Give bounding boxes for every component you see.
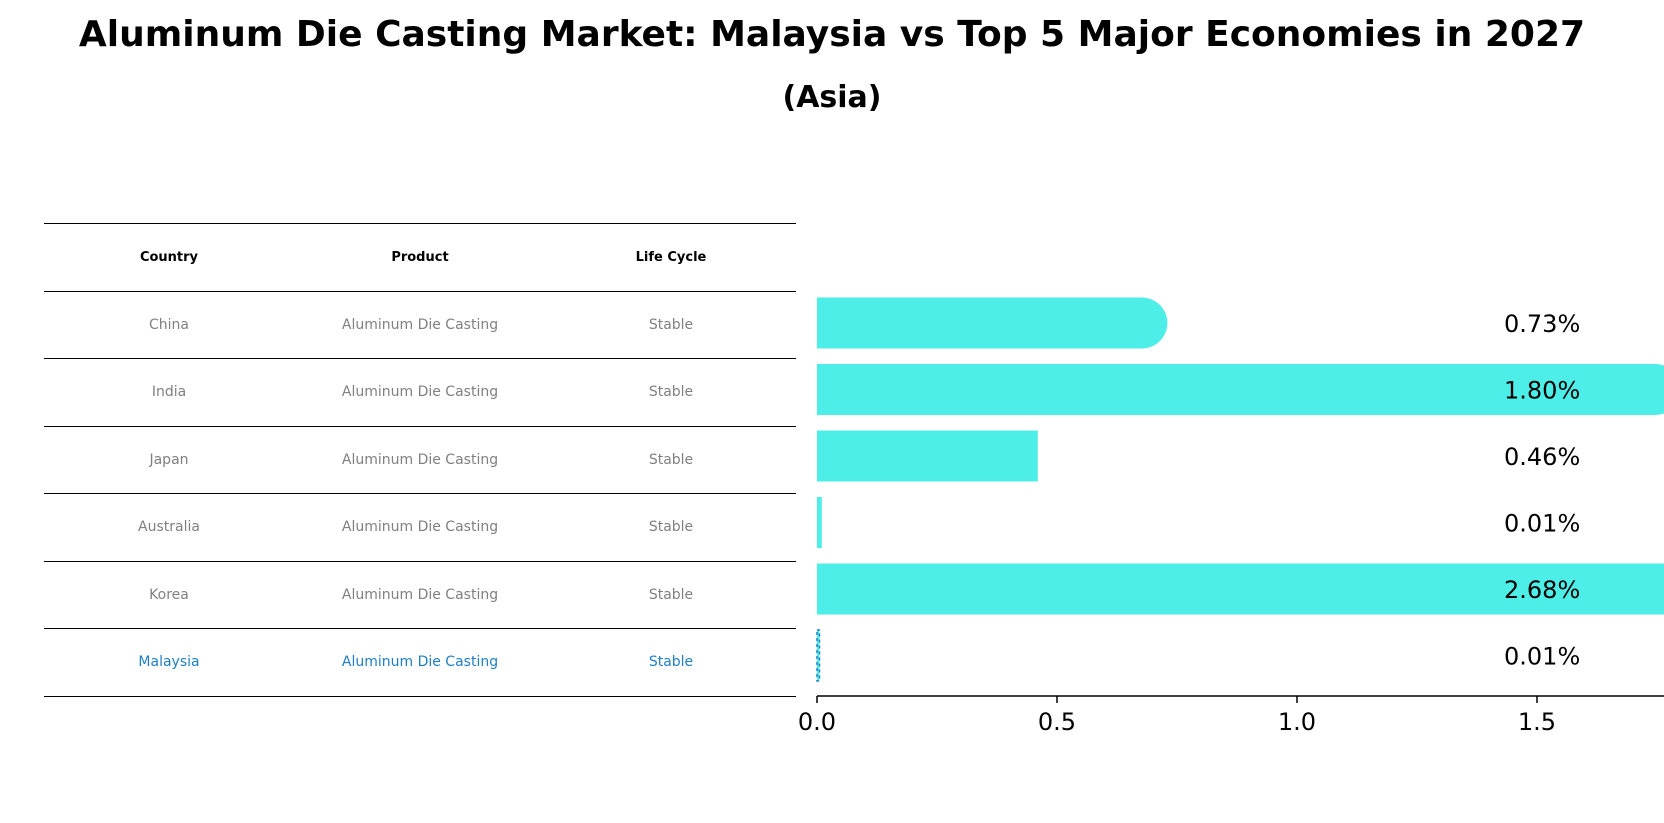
cell-product: Aluminum Die Casting xyxy=(341,654,499,671)
cell-product: Aluminum Die Casting xyxy=(341,451,499,468)
value-label-malaysia: 0.01% xyxy=(1504,643,1580,671)
table-row: China Aluminum Die Casting Stable xyxy=(44,290,796,359)
value-label-india: 1.80% xyxy=(1504,377,1580,405)
bar-australia xyxy=(817,497,822,548)
cell-life-cycle: Stable xyxy=(648,451,694,468)
x-tick-label: 0.0 xyxy=(798,708,836,736)
cell-country: India xyxy=(151,384,187,401)
cell-product: Aluminum Die Casting xyxy=(341,316,499,333)
cell-country: China xyxy=(149,316,189,333)
value-label-korea: 2.68% xyxy=(1504,576,1580,604)
cell-product: Aluminum Die Casting xyxy=(341,519,499,536)
cell-life-cycle: Stable xyxy=(648,384,694,401)
cell-life-cycle: Stable xyxy=(648,654,694,671)
chart-title: Aluminum Die Casting Market: Malaysia vs… xyxy=(78,14,1586,55)
table-row: Korea Aluminum Die Casting Stable xyxy=(44,560,796,629)
bar-japan xyxy=(817,430,1038,482)
data-table: Country Product Life Cycle China Aluminu… xyxy=(44,223,796,697)
header-product: Product xyxy=(391,249,449,265)
table-row: Japan Aluminum Die Casting Stable xyxy=(44,425,796,494)
cell-life-cycle: Stable xyxy=(648,316,694,333)
value-label-china: 0.73% xyxy=(1504,310,1580,338)
table-row: Australia Aluminum Die Casting Stable xyxy=(44,493,796,561)
value-label-japan: 0.46% xyxy=(1504,443,1580,471)
bar-korea xyxy=(817,563,1664,615)
bar-malaysia xyxy=(816,629,821,682)
header-life-cycle: Life Cycle xyxy=(635,249,707,265)
chart-subtitle: (Asia) xyxy=(782,80,882,115)
cell-product: Aluminum Die Casting xyxy=(341,384,499,401)
x-tick-label: 0.5 xyxy=(1038,708,1076,736)
table-row-highlighted: Malaysia Aluminum Die Casting Stable xyxy=(44,628,796,697)
bar-india xyxy=(817,364,1664,415)
table-row: India Aluminum Die Casting Stable xyxy=(44,358,796,426)
cell-product: Aluminum Die Casting xyxy=(341,586,499,603)
x-tick-label: 1.5 xyxy=(1518,708,1556,736)
cell-life-cycle: Stable xyxy=(648,586,694,603)
cell-country: Korea xyxy=(149,586,189,603)
bar-china xyxy=(817,297,1168,349)
cell-country: Malaysia xyxy=(138,654,200,671)
x-tick-label: 1.0 xyxy=(1278,708,1316,736)
header-country: Country xyxy=(139,249,199,265)
value-label-australia: 0.01% xyxy=(1504,510,1580,538)
cell-country: Japan xyxy=(149,451,189,468)
cell-life-cycle: Stable xyxy=(648,519,694,536)
cell-country: Australia xyxy=(138,519,200,536)
table-header-row: Country Product Life Cycle xyxy=(44,223,796,291)
